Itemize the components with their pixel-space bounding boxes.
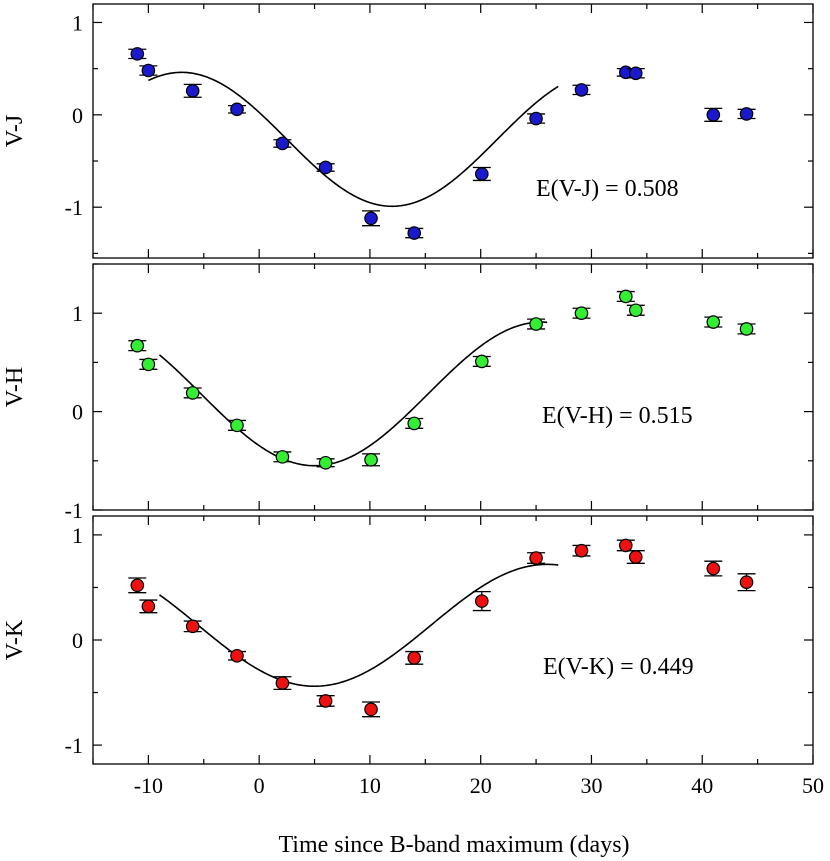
data-point — [529, 551, 543, 565]
data-point — [364, 702, 378, 717]
data-point — [739, 575, 754, 590]
data-point — [318, 455, 333, 470]
panel-v-h: 1 0 -1 V-H E(V-H) = 0.515 — [2, 263, 814, 523]
reddening-annotation-v-h: E(V-H) = 0.515 — [542, 403, 693, 429]
data-point — [407, 226, 422, 240]
y-tick-label: -1 — [65, 733, 83, 758]
data-point — [739, 322, 754, 336]
data-point — [230, 648, 244, 663]
y-axis-label-v-j: V-J — [2, 115, 28, 147]
data-point — [318, 694, 333, 708]
data-point — [574, 306, 589, 320]
plot-frame-v-j — [92, 3, 814, 259]
fit-curve-v-j — [148, 71, 559, 208]
x-axis-label: Time since B-band maximum (days) — [278, 832, 629, 858]
y-tick-label: -1 — [65, 195, 83, 220]
y-tick-label: -1 — [65, 498, 83, 523]
data-point — [318, 160, 333, 175]
data-point — [275, 136, 290, 151]
data-point — [474, 167, 489, 181]
panel-v-j: 1 0 -1 V-J E(V-J) = 0.508 — [2, 3, 814, 259]
x-tick-label: 0 — [254, 773, 265, 798]
plot-frame-v-h — [92, 263, 814, 511]
data-point — [529, 317, 543, 331]
x-tick-label: 40 — [691, 773, 713, 798]
y-tick-label: 0 — [72, 103, 83, 128]
data-point — [407, 416, 422, 431]
data-point — [574, 543, 589, 558]
fit-curve-v-k — [158, 563, 559, 688]
x-tick-label: 10 — [359, 773, 381, 798]
x-tick-label: -10 — [134, 773, 163, 798]
data-point — [275, 676, 290, 690]
data-point — [474, 594, 489, 608]
data-point — [618, 289, 633, 304]
y-tick-label: 0 — [72, 628, 83, 653]
data-point — [141, 63, 156, 78]
x-tick-label: 30 — [580, 773, 602, 798]
y-tick-label: 1 — [72, 10, 83, 35]
data-point — [185, 84, 200, 98]
data-point — [628, 550, 643, 564]
data-point — [185, 619, 200, 634]
data-point — [474, 354, 489, 369]
data-point — [141, 357, 156, 372]
data-point — [529, 111, 543, 126]
x-tick-label: 20 — [470, 773, 492, 798]
y-tick-label: 0 — [72, 400, 83, 425]
data-point — [628, 66, 643, 81]
data-point — [407, 651, 422, 665]
data-point — [618, 538, 633, 553]
data-point — [364, 211, 378, 226]
y-tick-label: 1 — [72, 301, 83, 326]
data-point — [130, 338, 145, 353]
reddening-annotation-v-j: E(V-J) = 0.508 — [536, 176, 679, 202]
data-point — [706, 108, 721, 122]
data-point — [364, 453, 378, 467]
data-point — [628, 303, 643, 318]
data-point — [574, 83, 589, 97]
reddening-annotation-v-k: E(V-K) = 0.449 — [543, 654, 694, 680]
data-point — [185, 386, 200, 400]
x-tick-label: 50 — [802, 773, 824, 798]
panel-v-k: 10-1-10 0 10 20 30 40 50V-KE(V-K) = 0.449 — [2, 515, 824, 798]
y-tick-label: 1 — [72, 523, 83, 548]
data-point — [130, 578, 145, 593]
y-axis-label-v-h: V-H — [2, 367, 28, 407]
data-point — [706, 561, 721, 576]
data-point — [141, 599, 156, 614]
data-point — [230, 418, 244, 433]
data-point — [706, 315, 721, 329]
plot-frame-v-k — [92, 515, 814, 765]
data-point — [130, 47, 145, 61]
data-point — [230, 102, 244, 117]
y-axis-label-v-k: V-K — [2, 619, 28, 660]
data-point — [739, 107, 754, 121]
fit-curve-v-h — [158, 321, 548, 467]
data-point — [275, 450, 290, 464]
